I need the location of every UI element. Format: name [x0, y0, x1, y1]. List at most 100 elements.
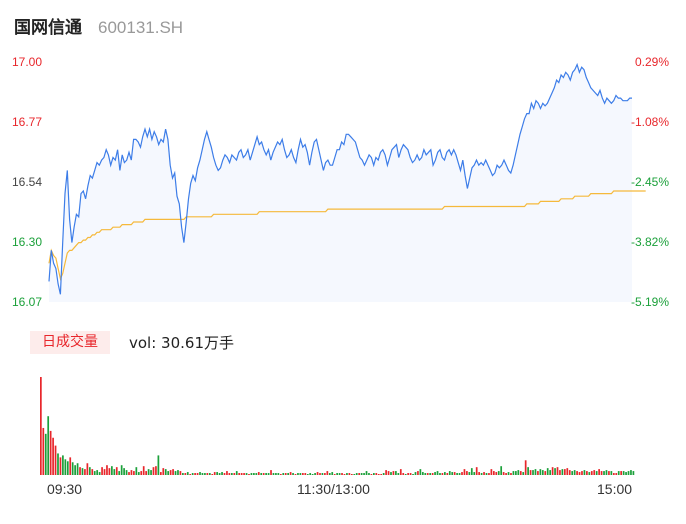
- volume-bar: [586, 471, 588, 475]
- volume-bar: [546, 468, 549, 475]
- volume-bar: [172, 469, 174, 475]
- volume-bar: [93, 471, 96, 475]
- volume-bar: [502, 472, 505, 475]
- volume-bar: [201, 473, 204, 475]
- volume-bar: [196, 473, 199, 475]
- volume-bar: [125, 470, 128, 475]
- volume-bar: [309, 473, 312, 475]
- volume-bar: [488, 473, 490, 475]
- volume-bar: [346, 473, 348, 475]
- volume-bar: [159, 472, 162, 475]
- volume-bar: [492, 471, 495, 475]
- volume-bar: [475, 467, 478, 475]
- volume-bar: [620, 471, 623, 475]
- volume-bar: [549, 470, 552, 475]
- volume-bar: [101, 467, 103, 475]
- volume-bar: [576, 471, 578, 475]
- volume-bar: [52, 437, 54, 475]
- volume-bar: [324, 473, 326, 475]
- volume-bar: [98, 472, 101, 475]
- volume-bar: [563, 469, 566, 475]
- volume-bar: [483, 472, 485, 475]
- volume-bar: [294, 474, 297, 475]
- volume-bar: [392, 471, 395, 475]
- volume-bar: [495, 472, 498, 475]
- volume-bar: [343, 474, 346, 475]
- volume-bar: [111, 466, 113, 475]
- volume-bar: [245, 473, 248, 475]
- volume-bar: [534, 469, 537, 475]
- volume-bar: [424, 473, 427, 475]
- volume-bar: [243, 473, 245, 475]
- volume-bar: [279, 474, 282, 475]
- volume-bar: [64, 459, 67, 475]
- volume-bar: [184, 473, 187, 475]
- volume-bar: [593, 470, 596, 475]
- volume-bar: [140, 471, 143, 475]
- volume-bar: [42, 427, 45, 475]
- volume-tab[interactable]: 日成交量: [30, 331, 110, 354]
- volume-bar: [262, 473, 265, 475]
- volume-bar: [612, 473, 615, 475]
- stock-code: 600131.SH: [98, 18, 184, 37]
- volume-bar: [497, 471, 500, 475]
- price-line: [48, 62, 632, 295]
- volume-bar: [529, 470, 532, 475]
- volume-bar: [451, 472, 454, 475]
- volume-bar: [238, 473, 241, 475]
- volume-bar: [417, 471, 419, 475]
- stock-name: 国网信通: [14, 18, 82, 38]
- volume-bar: [375, 473, 378, 475]
- volume-bar: [88, 467, 91, 475]
- average-price-line: [48, 190, 646, 281]
- volume-bar: [91, 469, 94, 475]
- volume-bar: [265, 473, 267, 475]
- volume-bar: [510, 473, 512, 475]
- volume-bar: [311, 474, 314, 475]
- volume-bar: [96, 470, 99, 475]
- volume-bar: [385, 470, 387, 475]
- volume-bar: [328, 473, 331, 475]
- volume-bar: [135, 467, 138, 475]
- volume-bar: [189, 474, 192, 475]
- volume-bar: [355, 473, 358, 475]
- volume-bar: [167, 471, 170, 475]
- volume-bar: [54, 445, 57, 475]
- volume-bar: [226, 471, 228, 475]
- volume-bar: [69, 457, 72, 475]
- volume-bar: [216, 472, 219, 475]
- volume-bar: [551, 467, 554, 475]
- volume-bar: [71, 462, 74, 475]
- volume-bar: [598, 469, 600, 475]
- pct-tick: -3.82%: [630, 235, 669, 249]
- volume-bar: [199, 472, 201, 475]
- volume-bar: [147, 469, 150, 475]
- volume-bar: [177, 470, 179, 475]
- volume-bar: [527, 467, 529, 475]
- volume-bar: [608, 471, 610, 475]
- volume-bar: [49, 430, 52, 475]
- volume-bar: [605, 470, 608, 475]
- volume-bar: [326, 471, 329, 475]
- volume-bar: [468, 472, 471, 475]
- volume-bar: [480, 473, 483, 475]
- volume-bar: [157, 455, 160, 475]
- volume-bar: [208, 473, 211, 475]
- volume-bar: [333, 474, 336, 475]
- volume-bar: [106, 465, 108, 475]
- volume-bar: [358, 473, 361, 475]
- volume-bar: [113, 469, 116, 475]
- volume-bar: [610, 471, 613, 475]
- price-area: [49, 64, 632, 302]
- stock-header: 国网信通 600131.SH: [14, 13, 183, 39]
- volume-bar: [363, 473, 365, 475]
- volume-bar: [566, 468, 569, 475]
- volume-bar: [519, 471, 522, 475]
- volume-bar: [412, 474, 414, 475]
- volume-bar: [206, 473, 209, 475]
- time-tick: 15:00: [597, 481, 633, 497]
- volume-bar: [419, 469, 422, 475]
- volume-bar: [314, 473, 316, 475]
- volume-bar: [282, 473, 285, 475]
- volume-bar: [446, 473, 449, 475]
